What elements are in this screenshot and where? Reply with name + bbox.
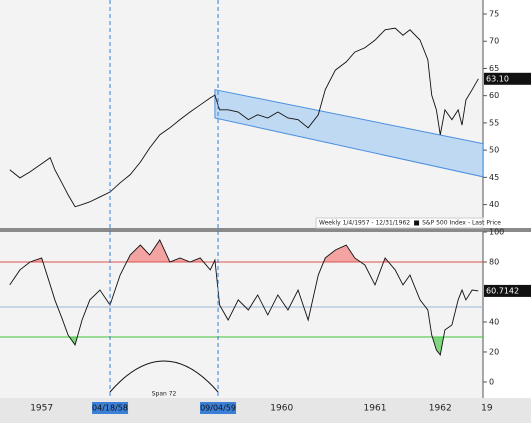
y-tick-label: 45	[489, 173, 499, 182]
y-tick-label: 65	[489, 64, 499, 73]
rsi-panel	[0, 232, 483, 398]
marker-label: 04/18/58	[92, 404, 128, 413]
x-tick-label: 1962	[429, 404, 452, 414]
x-axis-strip	[0, 398, 531, 423]
y-tick-label: 50	[489, 146, 499, 155]
x-tick-label: 1961	[364, 404, 387, 414]
x-tick-label: 1960	[270, 404, 293, 414]
marker-label-box	[92, 402, 129, 414]
last-value-label: 60.7142	[486, 286, 519, 295]
last-value-label: 63.10	[486, 74, 509, 83]
y-tick-label: 100	[489, 228, 504, 237]
y-tick-label: 55	[489, 118, 499, 127]
marker-label: 09/04/59	[200, 404, 236, 413]
band-fill	[29, 239, 389, 262]
y-tick-label: 80	[489, 257, 499, 266]
legend-entry: S&P 500 Index - Last Price	[422, 220, 501, 227]
legend-swatch	[414, 220, 420, 226]
panel-divider	[0, 228, 531, 232]
y-tick-label: 40	[489, 317, 499, 326]
last-value-box	[484, 72, 531, 85]
span-arc	[109, 360, 219, 393]
x-tick-label: 19	[481, 404, 493, 414]
y-tick-label: 60	[489, 91, 499, 100]
legend-box	[315, 217, 484, 229]
y-tick-label: 0	[489, 377, 494, 386]
last-value-box	[484, 284, 531, 297]
y-tick-label: 70	[489, 37, 499, 46]
y-tick-label: 40	[489, 200, 499, 209]
series-line	[9, 239, 479, 357]
x-tick-label: 1957	[30, 404, 53, 414]
series-line	[9, 27, 479, 208]
y-tick-label: 75	[489, 9, 499, 18]
y-tick-label: 20	[489, 347, 499, 356]
marker-label-box	[200, 402, 237, 414]
legend-prefix: Weekly 1/4/1957 - 12/31/1962	[319, 220, 410, 227]
trend-channel	[214, 89, 483, 178]
span-label: Span 72	[152, 391, 177, 398]
